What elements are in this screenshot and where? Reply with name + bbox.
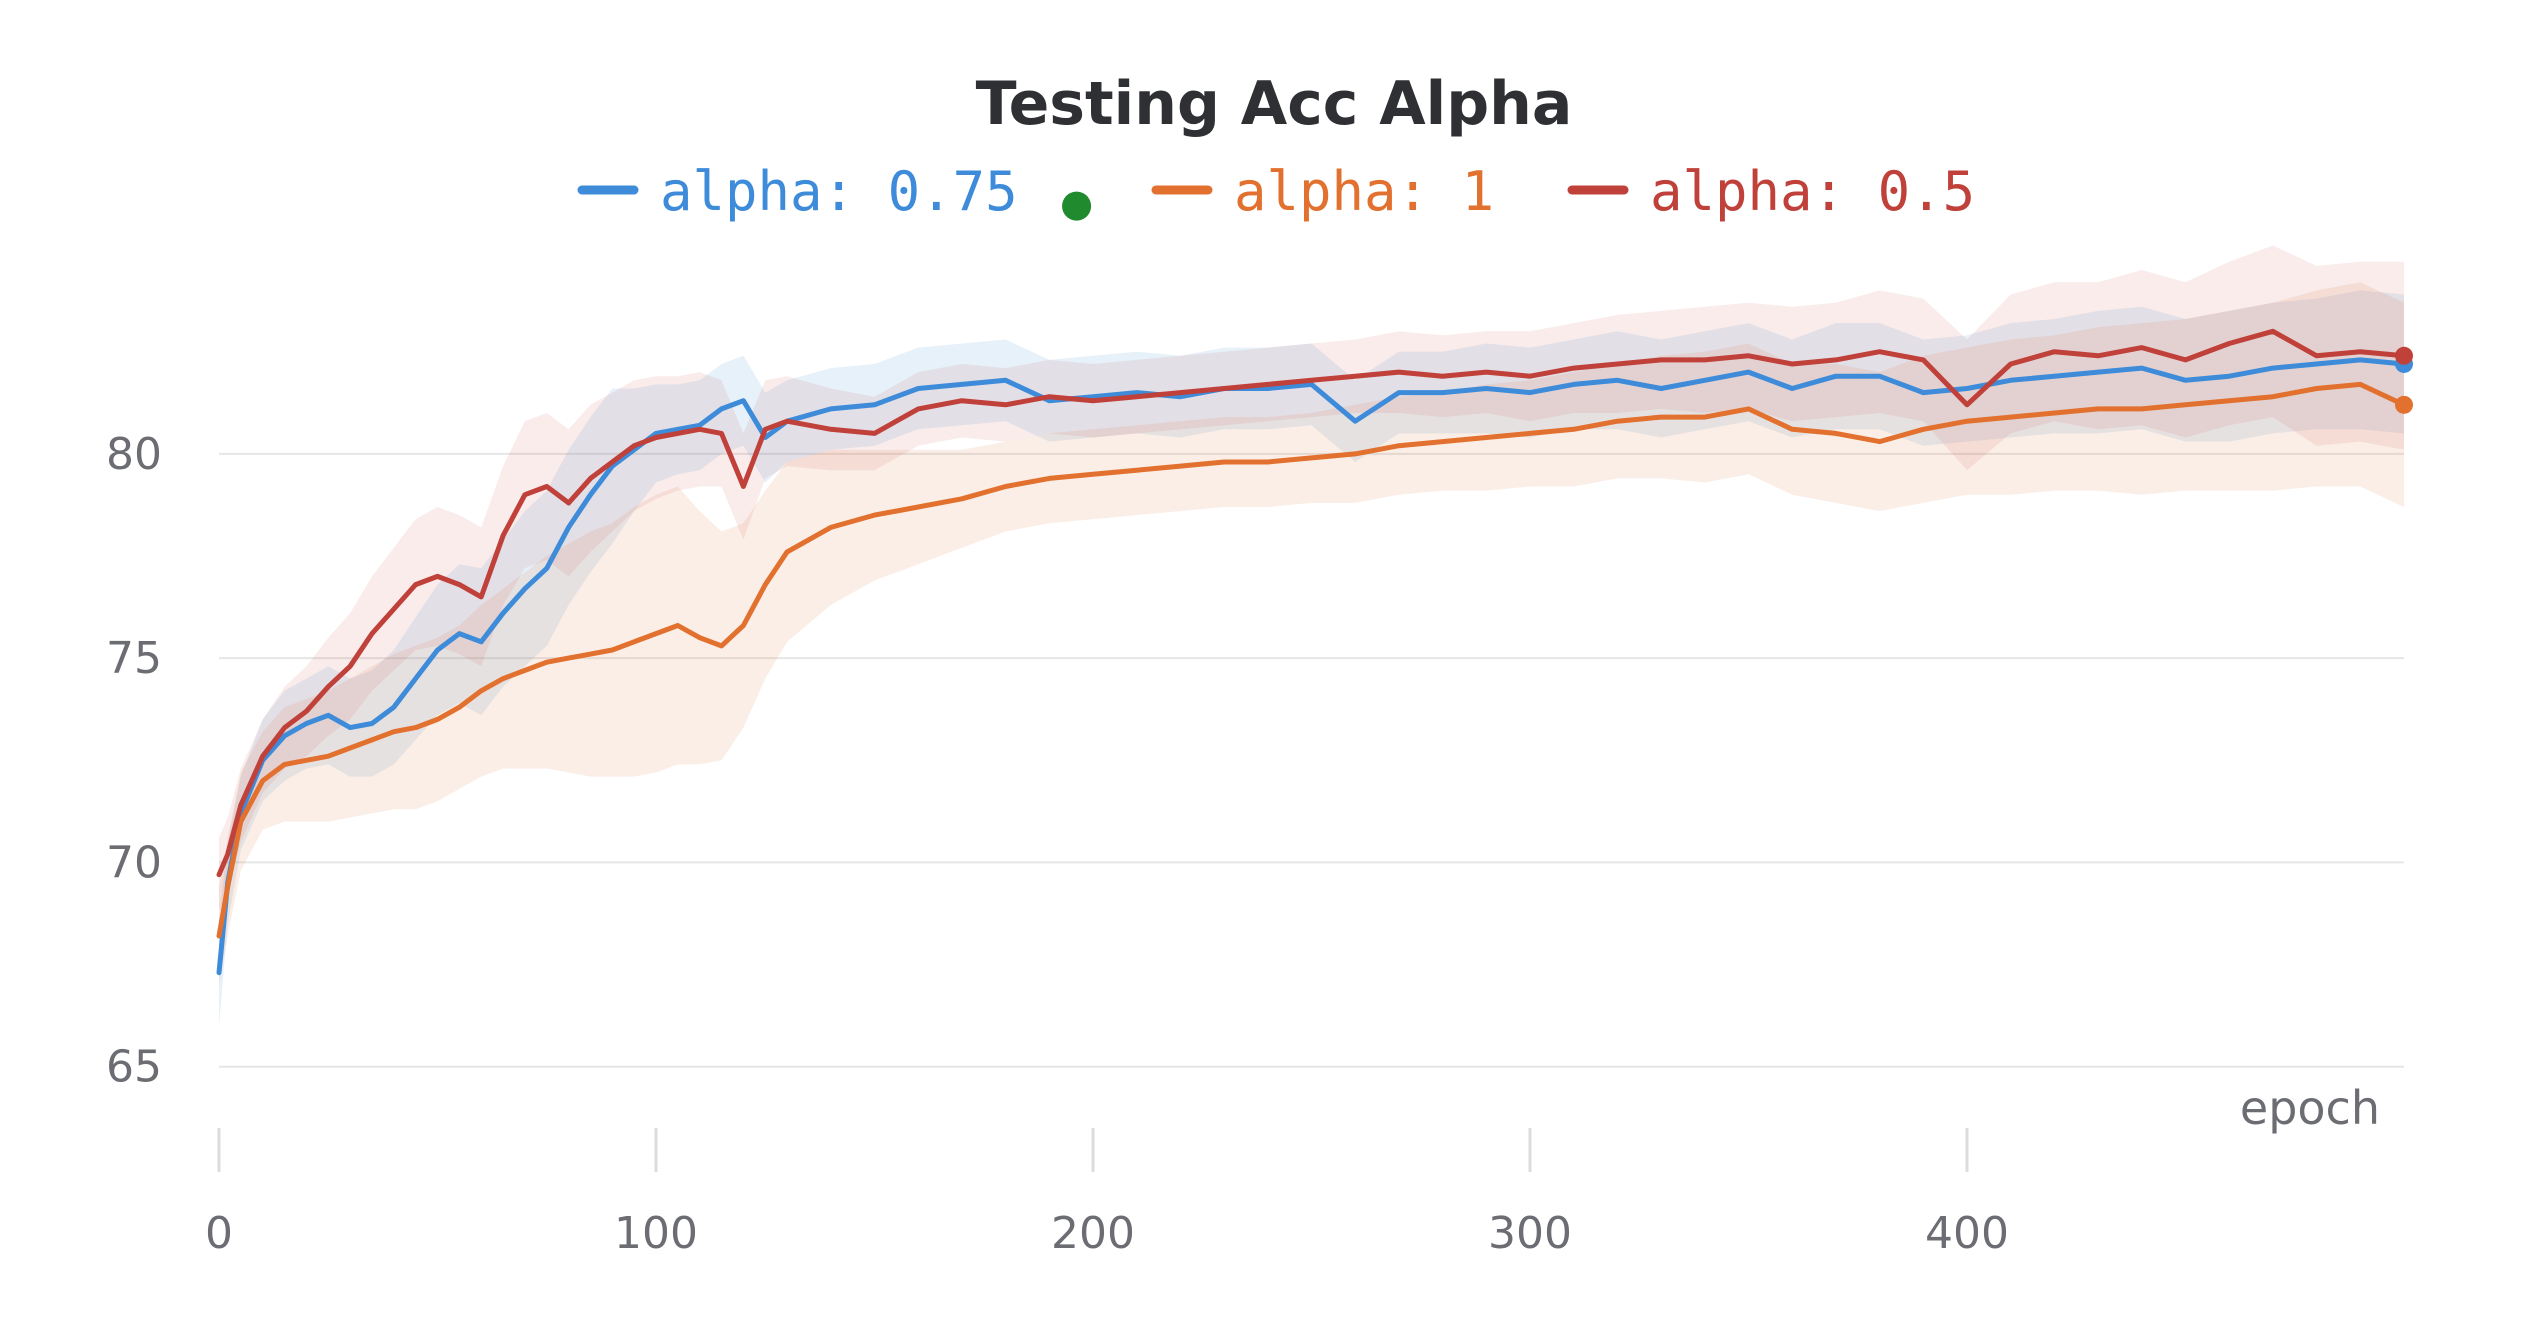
x-tick-label: 300 <box>1488 1208 1572 1259</box>
series-end-point <box>2395 346 2413 365</box>
series-band <box>219 245 2404 912</box>
y-tick-label: 80 <box>106 429 162 480</box>
x-tick-label: 0 <box>205 1208 233 1259</box>
x-axis-label: epoch <box>2240 1081 2380 1135</box>
series-line <box>216 357 2407 976</box>
legend-label: alpha: 0.5 <box>1650 160 1975 223</box>
series-band <box>219 282 2404 985</box>
series-band <box>219 290 2404 1026</box>
y-tick-label: 75 <box>106 633 162 684</box>
x-tick-label: 100 <box>614 1208 698 1259</box>
series-lines <box>216 328 2407 976</box>
x-tick-label: 400 <box>1925 1208 2009 1259</box>
legend-label: alpha: 0.75 <box>660 160 1018 223</box>
series-end-point <box>2395 395 2413 414</box>
legend: alpha: 0.75 ● alpha: 1 alpha: 0.5 <box>577 160 1975 225</box>
legend-label: alpha: 1 <box>1234 160 1494 223</box>
legend-status-dot: ● <box>1060 181 1093 225</box>
series-bands <box>219 245 2404 1026</box>
series-end-markers <box>2395 346 2413 414</box>
series-line <box>216 381 2407 939</box>
y-tick-label: 70 <box>106 837 162 888</box>
y-axis-ticks: 65 70 75 80 <box>106 429 162 1093</box>
y-tick-label: 65 <box>106 1042 162 1093</box>
x-axis-ticks: 0 100 200 300 400 <box>205 1128 2009 1259</box>
series-line <box>216 328 2407 878</box>
x-tick-label: 200 <box>1051 1208 1135 1259</box>
chart-title: Testing Acc Alpha <box>976 69 1573 139</box>
y-gridlines <box>219 452 2404 1068</box>
